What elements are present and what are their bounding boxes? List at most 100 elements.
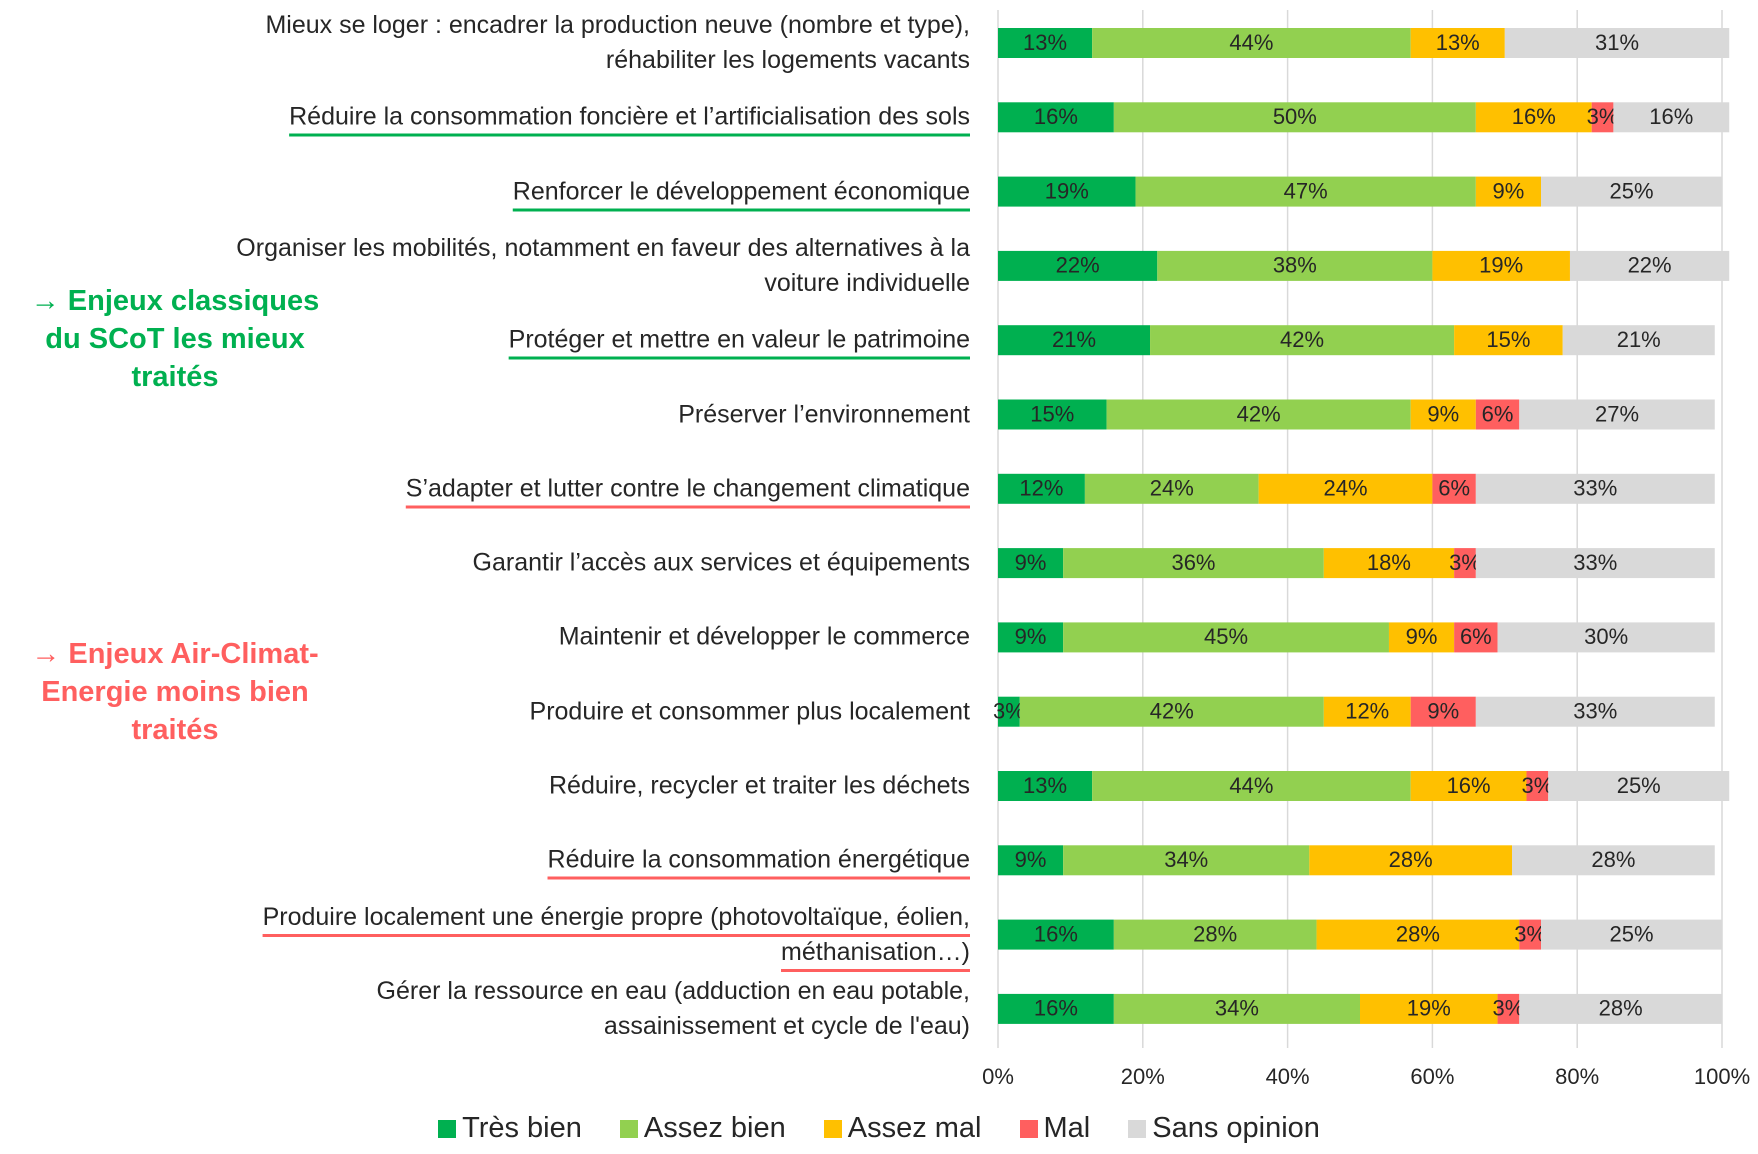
bar-segment <box>1113 919 1317 950</box>
bar-segment <box>1548 771 1730 801</box>
bar-segment <box>1113 102 1476 133</box>
category-label: Garantir l’accès aux services et équipem… <box>70 546 970 581</box>
bar-segment <box>1475 696 1715 727</box>
category-text: Gérer la ressource en eau (adduction en … <box>376 976 970 1040</box>
value-label: 9% <box>1015 550 1047 575</box>
value-label: 33% <box>1573 550 1617 575</box>
legend-label: Sans opinion <box>1152 1112 1320 1144</box>
category-text: Réduire, recycler et traiter les déchets <box>548 771 970 800</box>
bar-segment <box>1063 548 1324 579</box>
value-label: 21% <box>1617 327 1661 352</box>
bar-segment <box>1135 176 1476 207</box>
bar-segment <box>1497 993 1520 1024</box>
value-label: 16% <box>1447 773 1491 798</box>
value-label: 28% <box>1389 847 1433 872</box>
category-text: Préserver l’environnement <box>678 400 970 428</box>
bar-segment <box>1519 993 1722 1024</box>
category-text: Réduire la consommation foncière et l’ar… <box>289 102 970 131</box>
category-text: Protéger et mettre en valeur le patrimoi… <box>508 325 970 354</box>
category-label: Produire localement une énergie propre (… <box>70 900 970 970</box>
bar-segment <box>1569 250 1730 281</box>
bar-segment <box>998 845 1064 876</box>
value-label: 19% <box>1479 253 1523 278</box>
category-text: Produire localement une énergie propre (… <box>262 902 970 966</box>
bar-segment <box>1113 993 1360 1024</box>
legend-swatch <box>619 1119 638 1138</box>
value-label: 15% <box>1486 327 1530 352</box>
value-label: 16% <box>1649 104 1693 129</box>
bar-segment <box>998 993 1114 1024</box>
bar-segment <box>1591 102 1614 133</box>
legend-swatch <box>1128 1119 1147 1138</box>
value-label: 47% <box>1284 178 1328 203</box>
value-label: 15% <box>1030 401 1074 426</box>
value-label: 24% <box>1323 476 1367 501</box>
value-label: 36% <box>1171 550 1215 575</box>
bar-segment <box>1092 771 1411 801</box>
bar-segment <box>1475 548 1715 579</box>
bar-segment <box>1519 399 1715 430</box>
value-label: 3% <box>993 699 1025 724</box>
value-label: 6% <box>1482 401 1514 426</box>
value-label: 19% <box>1407 996 1451 1021</box>
legend-label: Assez bien <box>643 1112 786 1144</box>
legend-item: Assez mal <box>823 1112 982 1145</box>
category-label: Maintenir et développer le commerce <box>70 620 970 655</box>
bar-segment <box>1388 622 1455 653</box>
value-label: 16% <box>1512 104 1556 129</box>
value-label: 25% <box>1609 921 1653 946</box>
value-label: 28% <box>1193 921 1237 946</box>
bar-segment <box>1475 176 1541 207</box>
category-text: S’adapter et lutter contre le changement… <box>405 474 970 503</box>
category-text: Produire et consommer plus localement <box>529 697 970 726</box>
value-label: 6% <box>1438 476 1470 501</box>
value-label: 22% <box>1628 253 1672 278</box>
value-label: 42% <box>1150 699 1194 724</box>
value-label: 16% <box>1034 921 1078 946</box>
bar-segment <box>998 622 1064 653</box>
bar-segment <box>1497 622 1715 653</box>
bar-segment <box>1323 548 1455 579</box>
value-label: 9% <box>1427 401 1459 426</box>
value-label: 3% <box>1493 996 1525 1021</box>
bar-segment <box>998 176 1136 207</box>
category-text: Mieux se loger : encadrer la production … <box>265 11 970 74</box>
category-label: Mieux se loger : encadrer la production … <box>70 8 970 78</box>
legend-item: Très bien <box>438 1112 582 1145</box>
category-text: Maintenir et développer le commerce <box>558 622 970 651</box>
bar-segment <box>998 548 1064 579</box>
value-label: 3% <box>1514 921 1546 946</box>
bar-segment <box>1541 176 1722 207</box>
bar-segment <box>1157 250 1433 281</box>
category-label: Réduire la consommation foncière et l’ar… <box>70 100 970 135</box>
bar-segment <box>998 919 1114 950</box>
value-label: 13% <box>1436 30 1480 55</box>
bar-segment <box>1106 399 1411 430</box>
bar-segment <box>1410 771 1527 801</box>
value-label: 6% <box>1460 624 1492 649</box>
bar-segment <box>1084 473 1259 504</box>
bar-segment <box>1092 28 1411 58</box>
legend-swatch <box>823 1119 842 1138</box>
bar-segment <box>1410 28 1505 58</box>
bar-segment <box>1613 102 1730 133</box>
value-label: 28% <box>1599 996 1643 1021</box>
bar-segment <box>1316 919 1520 950</box>
value-label: 42% <box>1280 327 1324 352</box>
category-label: Préserver l’environnement <box>70 397 970 432</box>
x-tick-label: 40% <box>1266 1064 1310 1089</box>
legend-swatch <box>438 1119 457 1138</box>
value-label: 44% <box>1229 30 1273 55</box>
category-label: Renforcer le développement économique <box>70 174 970 209</box>
category-label: Réduire, recycler et traiter les déchets <box>70 769 970 804</box>
bar-segment <box>1454 325 1563 356</box>
value-label: 33% <box>1573 699 1617 724</box>
category-label: Produire et consommer plus localement <box>70 694 970 729</box>
value-label: 27% <box>1595 401 1639 426</box>
bar-segment <box>1410 399 1476 430</box>
value-label: 9% <box>1406 624 1438 649</box>
bar-segment <box>1410 696 1476 727</box>
bar-segment <box>1063 622 1389 653</box>
annotation: → Enjeux classiques du SCoT les mieux tr… <box>30 285 320 393</box>
